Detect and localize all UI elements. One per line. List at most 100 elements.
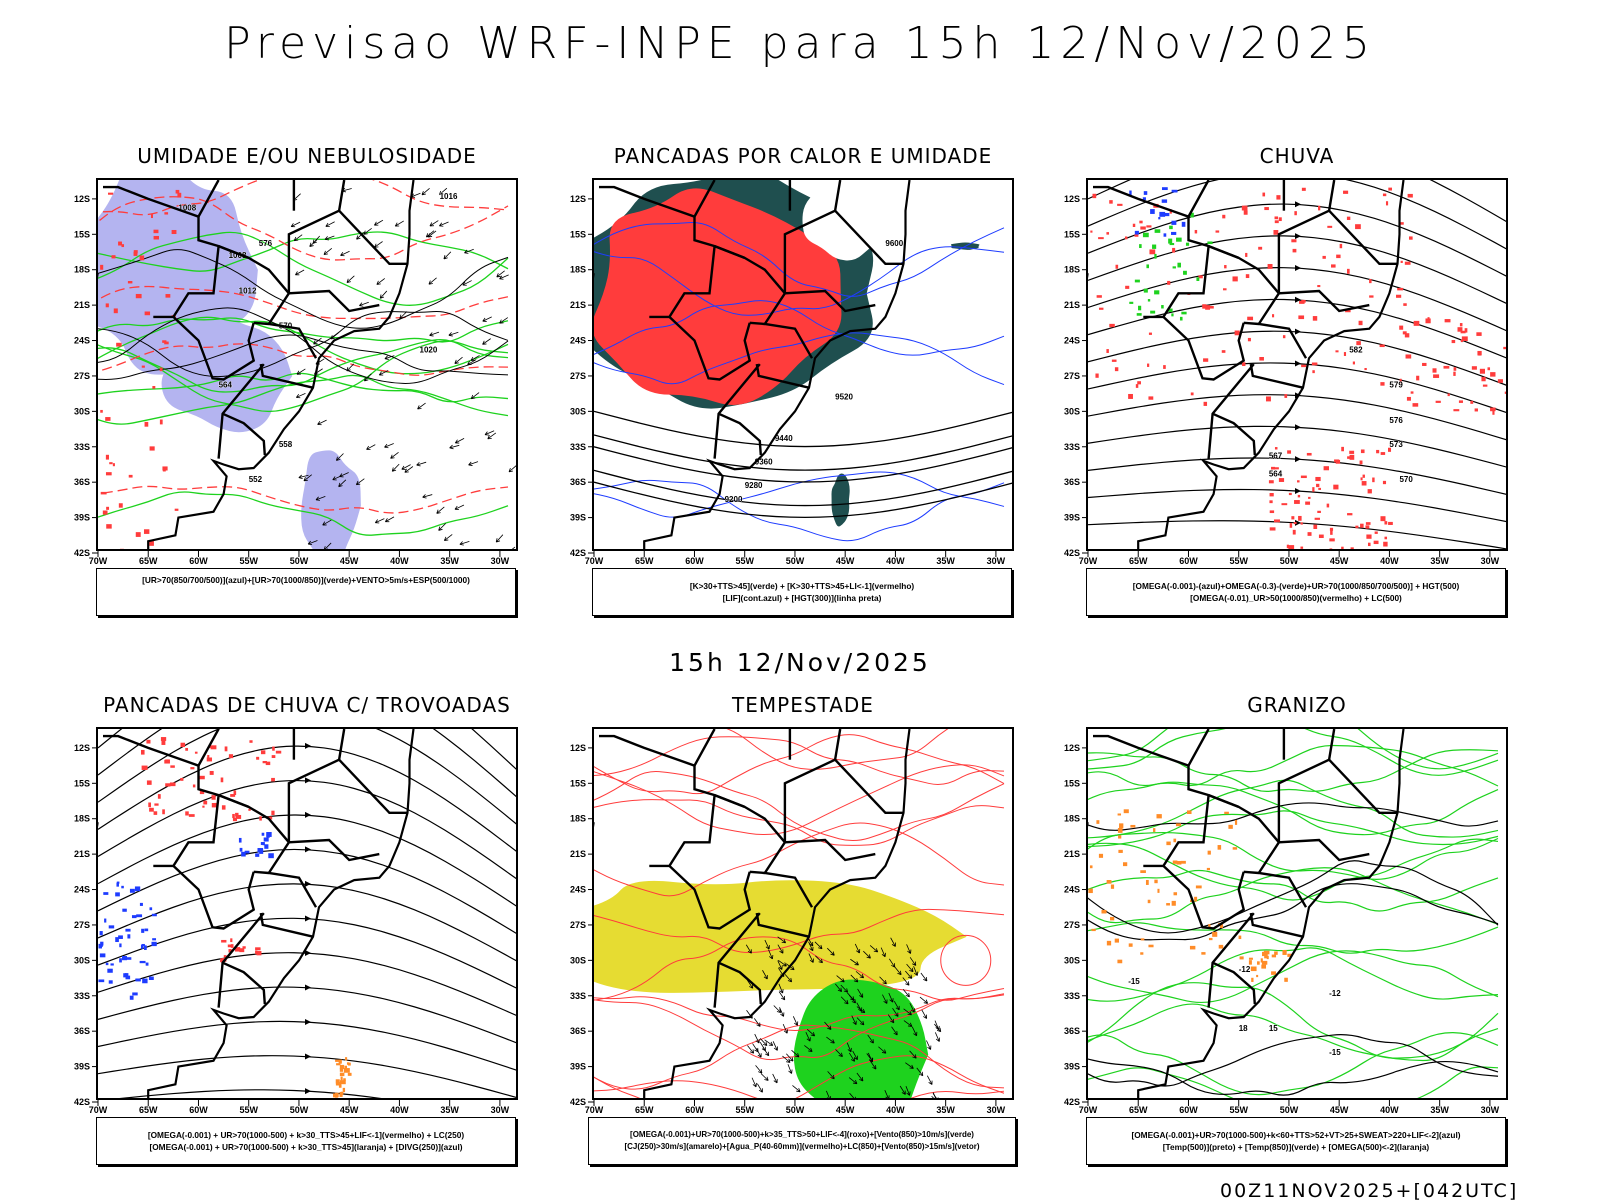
divergence-area: [119, 958, 122, 963]
rain-area: [1329, 548, 1333, 549]
wind-vector: [778, 983, 784, 994]
country-state-border: [1093, 180, 1210, 219]
lat-tick-label: 12S: [74, 194, 90, 204]
storm-area: [228, 949, 232, 953]
lon-tick-label: 65W: [139, 1105, 158, 1115]
humidity-speck: [100, 409, 103, 413]
wind-vector: [852, 1050, 858, 1061]
rain-area: [1301, 187, 1306, 191]
wind-vector: [315, 495, 326, 501]
storm-area: [209, 770, 214, 775]
humidity-lower-contour: [98, 374, 509, 425]
rain-area: [1402, 331, 1407, 335]
omega-area: [1161, 199, 1168, 203]
rain-area: [1364, 367, 1367, 371]
storm-area: [202, 805, 205, 808]
wind-vector: [851, 1015, 857, 1025]
lat-tick-label: 15S: [74, 229, 90, 239]
legend-pancadas-calor: [K>30+TTS>45](verde) + [K>30+TTS>45+LI<-…: [592, 568, 1012, 616]
rain-area: [1294, 211, 1297, 216]
rain-area: [1287, 450, 1292, 454]
omega-area: [1129, 301, 1134, 304]
lif-contour: [594, 222, 1005, 297]
lon-tick-label: 45W: [340, 556, 359, 566]
wind-vector: [443, 251, 452, 260]
rain-area: [1308, 496, 1311, 499]
omega-area: [1190, 212, 1194, 218]
wind-vector: [346, 363, 355, 372]
rain-area: [1234, 330, 1240, 336]
humidity-speck: [175, 189, 180, 194]
omega500-area: [1195, 885, 1202, 889]
wind-vector: [779, 1007, 785, 1017]
wind-vector: [848, 1077, 858, 1085]
panel-title-chuva: CHUVA: [1259, 144, 1335, 168]
wind-vector: [879, 976, 887, 985]
country-state-border: [718, 412, 762, 456]
omega500-area: [1239, 956, 1244, 960]
wind-vector: [754, 1033, 760, 1044]
country-state-border: [103, 729, 220, 768]
rain-area: [1114, 367, 1119, 372]
rain-area: [1383, 541, 1388, 547]
lat-tick-label: 24S: [570, 885, 586, 895]
rain-area: [1382, 480, 1387, 485]
rain-area: [1282, 335, 1286, 339]
rain-area: [1245, 274, 1250, 279]
wind-vector: [416, 461, 427, 467]
storm-area: [192, 784, 196, 788]
omega500-area: [1145, 879, 1149, 885]
wind-vector: [394, 220, 404, 227]
water-contour: [594, 1055, 1005, 1098]
lat-tick-label: 33S: [74, 442, 90, 452]
rain-area: [1313, 524, 1318, 529]
rain-area: [1382, 193, 1387, 197]
rain-area: [1422, 362, 1427, 366]
rain-area: [1092, 193, 1097, 199]
wind-vector: [764, 939, 770, 950]
lon-tick-label: 45W: [1330, 1105, 1349, 1115]
rain-area: [1109, 200, 1113, 204]
rain-area: [1336, 254, 1341, 259]
lon-tick-label: 35W: [440, 1105, 459, 1115]
wind-vector: [884, 1090, 890, 1098]
omega500-area: [1256, 974, 1259, 978]
storm-area: [211, 802, 218, 808]
lon-tick-label: 50W: [290, 1105, 309, 1115]
wind-vector: [888, 992, 894, 1003]
lat-tick-label: 21S: [74, 300, 90, 310]
hgt-label: 9440: [775, 434, 793, 443]
thickness-contour: [98, 343, 509, 376]
lon-tick-label: 30W: [1481, 556, 1500, 566]
omega500-area: [1284, 977, 1288, 982]
rain-area: [1294, 500, 1300, 504]
omega500-area: [1224, 811, 1229, 815]
divergence-area: [118, 935, 123, 939]
divergence-area: [99, 953, 106, 958]
wind-vector: [454, 356, 463, 364]
wind-vector: [878, 1046, 887, 1054]
wind-vector: [836, 975, 845, 983]
humidity-speck: [133, 251, 138, 256]
rain-area: [1106, 232, 1110, 235]
omega-area: [1158, 217, 1161, 220]
rain-area: [1147, 363, 1150, 367]
lat-tick-label: 33S: [1064, 442, 1080, 452]
rain-area: [1490, 407, 1496, 412]
country-state-border: [1243, 321, 1308, 359]
wind-vector: [499, 317, 509, 324]
omega500-area: [1206, 867, 1210, 871]
country-state-border: [1249, 912, 1304, 938]
lon-tick-label: 35W: [936, 556, 955, 566]
country-state-border: [1328, 209, 1398, 265]
wind-vector: [374, 241, 383, 248]
wind-vector: [470, 392, 480, 400]
coastline: [1137, 729, 1405, 1098]
coastline: [643, 180, 911, 549]
country-state-border: [1162, 865, 1246, 930]
humidity-lower-contour: [98, 372, 509, 403]
streamline: [98, 729, 516, 825]
humidity-speck: [118, 241, 122, 246]
omega500-area: [1166, 903, 1170, 906]
